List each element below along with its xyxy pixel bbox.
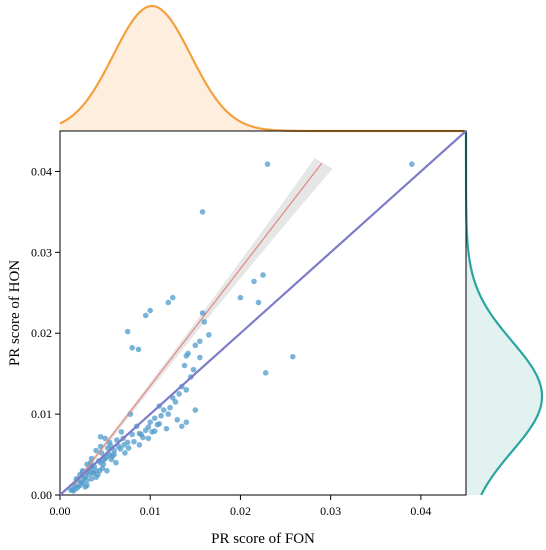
scatter-point [158,412,164,419]
scatter-point [201,319,208,325]
scatter-point [124,328,131,335]
scatter-point [121,442,127,448]
scatter-point [111,451,117,458]
scatter-point [264,161,271,167]
scatter-point [113,459,119,466]
top-density-fill [60,6,466,132]
scatter-point [206,332,212,338]
scatter-point [147,307,154,314]
y-tick-label: 0.04 [31,164,52,178]
scatter-point [147,419,154,426]
x-tick-label: 0.02 [230,504,251,518]
scatter-point [131,438,137,445]
scatter-point [82,484,89,490]
y-tick-label: 0.03 [31,245,52,259]
scatter-point [197,354,203,361]
scatter-point [142,312,149,319]
scatter-point [140,434,146,441]
scatter-point [135,346,142,353]
scatter-point [108,456,115,463]
scatter-point [255,299,262,306]
y-tick-label: 0.01 [31,407,52,421]
scatter-points [68,161,415,494]
plot-area-frame [59,130,467,496]
scatter-point [172,399,179,405]
scatter-point [192,407,199,413]
scatter-point [199,209,206,215]
scatter-point [129,344,135,351]
scatter-point [192,342,199,349]
scatter-point [409,161,415,167]
y-tick-label: 0.02 [31,326,52,340]
scatter-point [136,442,143,448]
scatter-point [251,278,257,285]
top-marginal-density [59,4,466,133]
scatter-point [199,310,206,316]
scatter-point [122,450,128,456]
scatter-point [183,419,190,426]
scatter-point [117,446,124,452]
scatter-point [136,430,143,437]
scatter-point [197,338,203,345]
scatter-point [183,353,190,359]
scatter-point [145,435,152,442]
scatter-point [190,366,197,373]
scatter-point [176,391,182,397]
scatter-point [179,423,185,430]
scatter-point [89,469,96,476]
scatter-point [145,424,152,430]
scatter-point [181,362,188,369]
regression-line [73,162,323,486]
scatter-point [237,294,244,301]
x-axis-label: PR score of FON [211,531,315,547]
scatter-point [165,411,172,417]
scatter-point [169,294,176,301]
scatter-point [289,353,296,360]
identity-line [59,130,467,496]
scatter-point [160,407,167,413]
x-axis-ticks: 0.00 0.01 0.02 0.03 0.04 [50,495,431,518]
x-tick-label: 0.04 [410,504,431,518]
scatter-point [260,272,266,278]
scatter-point [174,416,181,423]
scatter-point [96,467,103,474]
scatter-point [167,404,173,411]
x-tick-label: 0.03 [320,504,341,518]
right-marginal-density [464,131,544,496]
scatter-point [88,476,95,482]
scatter-point [102,435,108,442]
scatter-point [165,299,172,306]
y-tick-label: 0.00 [31,488,52,502]
scatter-point [183,387,190,393]
scatter-point [104,467,110,474]
x-tick-label: 0.00 [50,504,71,518]
x-tick-label: 0.01 [140,504,161,518]
y-axis-ticks: 0.00 0.01 0.02 0.03 0.04 [31,164,60,502]
scatter-point [125,445,132,451]
scatter-point [118,429,125,435]
scatter-point [78,479,85,485]
scatter-point [93,447,99,454]
scatter-point [151,428,158,434]
scatter-point [156,421,163,427]
scatter-point [69,486,76,493]
scatter-point [151,415,158,421]
scatter-point [163,425,170,432]
y-axis-label: PR score of HON [7,260,23,366]
right-density-fill [466,131,542,495]
scatter-point [93,474,99,481]
scatter-point [262,370,269,376]
scatter-point [97,433,104,440]
